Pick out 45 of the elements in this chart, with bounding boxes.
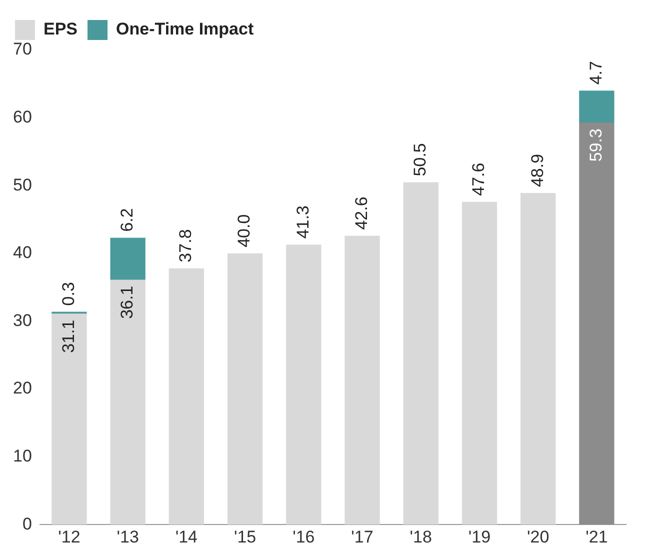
bar — [579, 90, 614, 123]
legend-label: One-Time Impact — [116, 20, 254, 39]
data-label: 47.6 — [469, 162, 488, 196]
data-label: 48.9 — [528, 154, 547, 188]
data-label: 37.8 — [176, 229, 196, 262]
data-label: 31.1 — [58, 320, 78, 353]
bar — [227, 253, 263, 525]
bar — [286, 244, 322, 525]
data-label: 36.1 — [118, 286, 137, 319]
data-label: 42.6 — [352, 196, 371, 230]
y-tick-label: 10 — [12, 446, 32, 466]
bar — [110, 238, 146, 280]
x-tick-label: '21 — [586, 527, 608, 546]
bar — [168, 268, 204, 525]
x-tick-label: '14 — [175, 527, 198, 546]
bar — [462, 202, 498, 525]
data-label: 41.3 — [293, 205, 312, 239]
bar — [110, 280, 146, 525]
data-label: 50.5 — [410, 143, 430, 176]
data-label: 0.3 — [58, 282, 78, 306]
data-label: 6.2 — [118, 208, 137, 232]
bar — [52, 314, 87, 525]
x-tick-label: '12 — [58, 527, 80, 546]
x-tick-label: '15 — [234, 527, 256, 546]
y-tick-label: 20 — [12, 378, 32, 398]
y-tick-label: 30 — [12, 310, 32, 330]
bar — [579, 122, 614, 525]
x-tick-label: '20 — [527, 527, 550, 546]
data-label: 4.7 — [586, 61, 606, 85]
x-tick-label: '13 — [116, 527, 139, 546]
bar — [520, 193, 556, 525]
y-tick-label: 40 — [12, 243, 32, 262]
x-tick-label: '17 — [351, 527, 374, 546]
x-tick-label: '19 — [468, 527, 491, 546]
data-label: 59.3 — [586, 128, 606, 162]
y-tick-label: 70 — [12, 40, 32, 59]
legend-label: EPS — [44, 20, 78, 39]
data-label: 40.0 — [234, 214, 254, 248]
bar — [344, 236, 380, 525]
y-tick-label: 50 — [12, 175, 32, 194]
x-tick-label: '16 — [292, 527, 315, 546]
y-tick-label: 60 — [12, 107, 32, 126]
y-tick-label: 0 — [22, 514, 32, 534]
bar — [403, 182, 438, 525]
x-tick-label: '18 — [410, 527, 432, 546]
